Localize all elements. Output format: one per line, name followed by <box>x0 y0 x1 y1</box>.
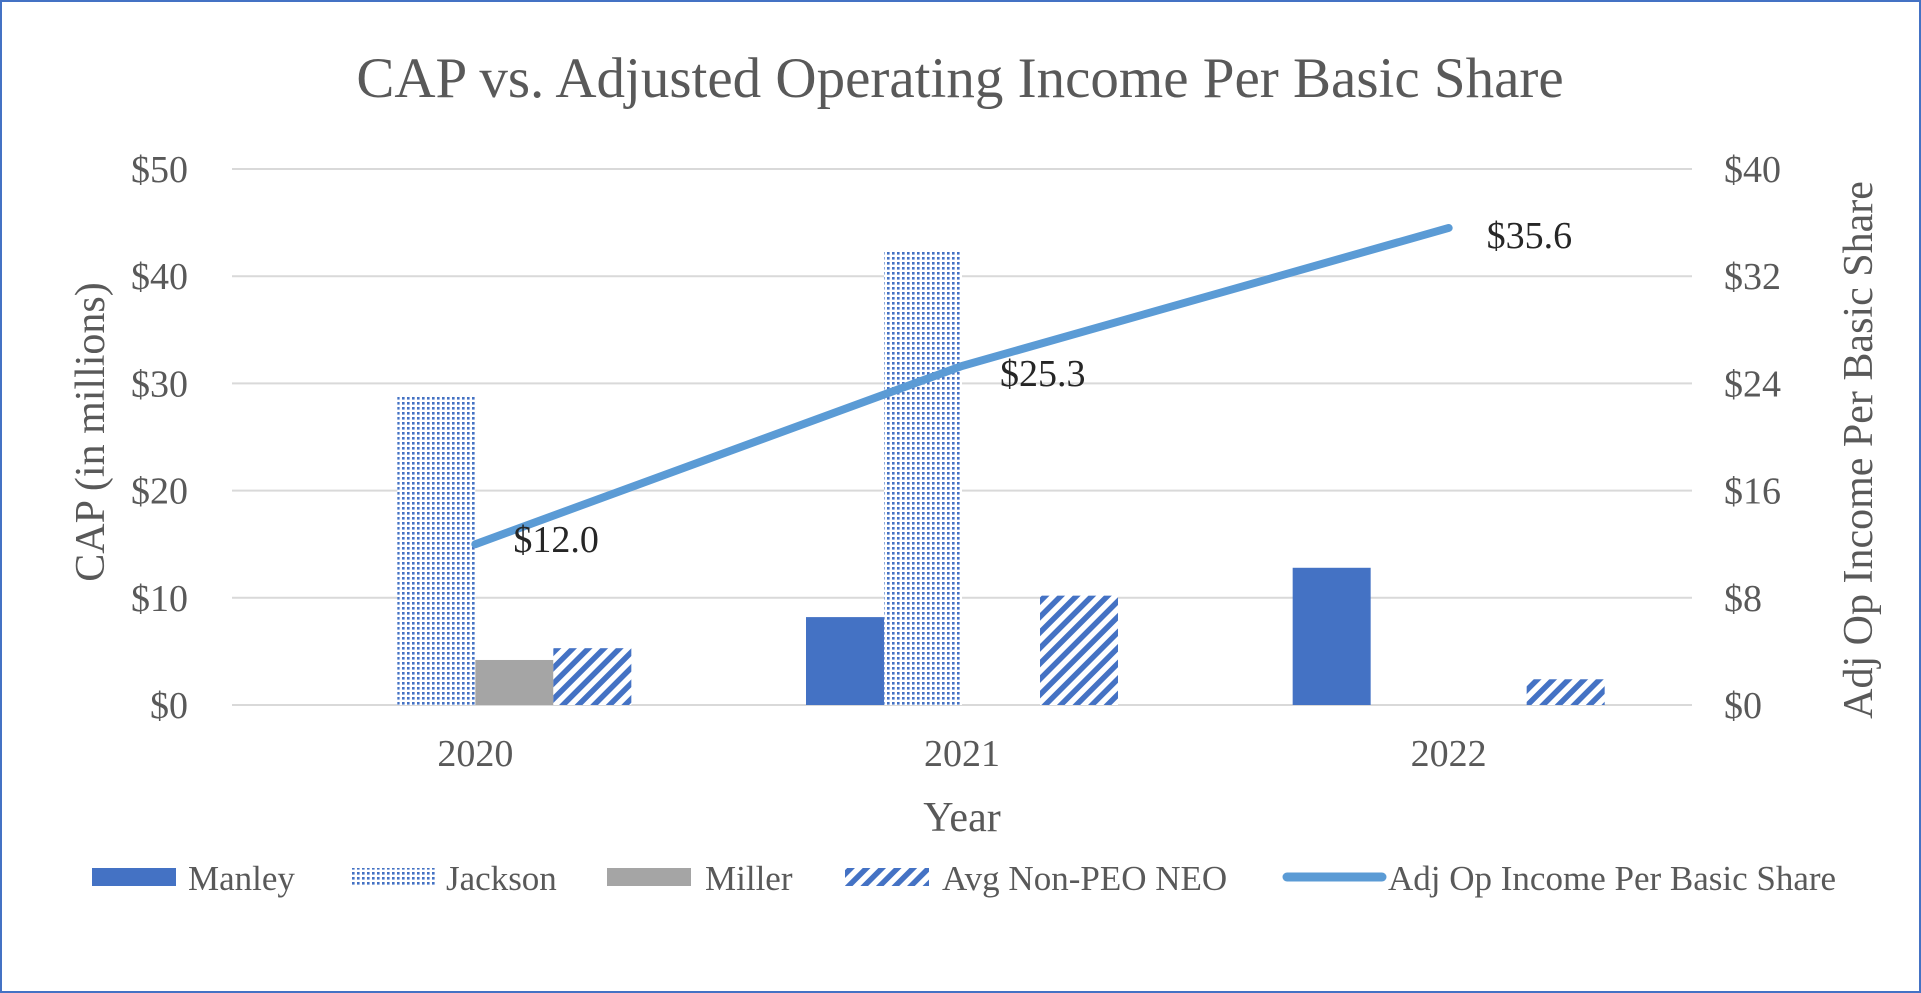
line-data-label: $12.0 <box>513 519 599 561</box>
y2-tick-label: $0 <box>1724 685 1762 727</box>
bar-manley-2021 <box>806 617 884 705</box>
bar-jackson-2021 <box>884 251 962 705</box>
x-tick-label: 2021 <box>924 733 1000 775</box>
legend-label: Jackson <box>446 859 557 898</box>
legend-swatch <box>607 868 691 886</box>
y-axis-ticks: $0 $10 $20 $30 $40 $50 <box>131 149 188 727</box>
y-tick-label: $20 <box>131 471 188 513</box>
x-axis-label: Year <box>923 795 1000 841</box>
bars-group <box>397 251 1605 705</box>
y-axis-label: CAP (in millions) <box>68 282 114 581</box>
legend-label: Adj Op Income Per Basic Share <box>1388 859 1836 898</box>
x-axis-ticks: 2020 2021 2022 <box>437 733 1486 775</box>
legend-swatch <box>352 868 436 886</box>
chart-title: CAP vs. Adjusted Operating Income Per Ba… <box>356 47 1563 110</box>
y2-tick-label: $8 <box>1724 578 1762 620</box>
legend-label: Manley <box>188 859 295 898</box>
y-tick-label: $10 <box>131 578 188 620</box>
legend-item-jackson: Jackson <box>352 859 557 898</box>
legend-item-avg-non-peo-neo: Avg Non-PEO NEO <box>845 859 1227 898</box>
y2-tick-label: $16 <box>1724 471 1781 513</box>
line-group: $12.0 $25.3 $35.6 <box>471 215 1573 561</box>
x-tick-label: 2020 <box>437 733 513 775</box>
bar-avg-non-peo-neo-2020 <box>553 648 632 705</box>
legend: Manley Jackson Miller Avg Non-PEO NEO Adj Op… <box>92 859 1836 898</box>
y2-tick-label: $32 <box>1724 256 1781 298</box>
bar-jackson-2020 <box>397 396 476 705</box>
legend-swatch <box>92 868 176 886</box>
y2-tick-label: $40 <box>1724 149 1781 191</box>
y2-axis-ticks: $0 $8 $16 $24 $32 $40 <box>1724 149 1781 727</box>
line-data-label: $35.6 <box>1487 215 1573 257</box>
line-adj-op-income <box>471 223 1453 549</box>
legend-item-adj-op-income-per-basic-share: Adj Op Income Per Basic Share <box>1282 859 1836 898</box>
y-tick-label: $50 <box>131 149 188 191</box>
legend-label: Avg Non-PEO NEO <box>942 859 1227 898</box>
x-tick-label: 2022 <box>1411 733 1487 775</box>
bar-avg-non-peo-neo-2021 <box>1040 595 1118 705</box>
y2-axis-label: Adj Op Income Per Basic Share <box>1836 181 1882 719</box>
legend-item-manley: Manley <box>92 859 295 898</box>
y-tick-label: $30 <box>131 363 188 405</box>
legend-swatch <box>845 868 929 886</box>
bar-miller-2020 <box>475 659 554 705</box>
bar-avg-non-peo-neo-2022 <box>1526 679 1605 705</box>
legend-item-miller: Miller <box>607 859 793 898</box>
legend-label: Miller <box>705 859 793 898</box>
bar-manley-2022 <box>1292 567 1371 705</box>
y-tick-label: $0 <box>150 685 188 727</box>
y-tick-label: $40 <box>131 256 188 298</box>
line-data-label: $25.3 <box>1000 353 1086 395</box>
y2-tick-label: $24 <box>1724 363 1781 405</box>
